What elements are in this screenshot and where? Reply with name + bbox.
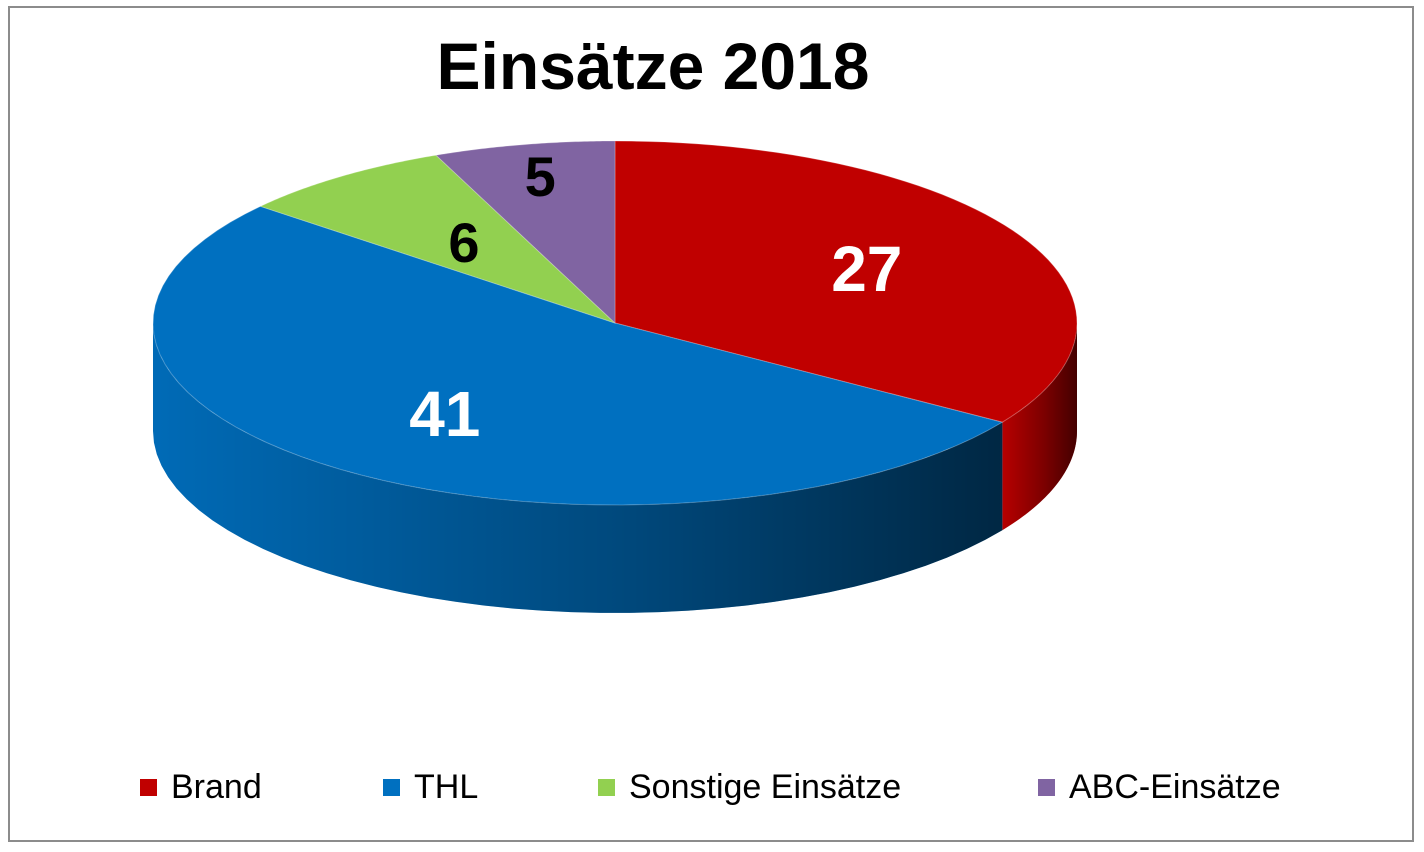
legend-item-thl: THL [383,768,478,807]
pie-slice-abc-einsätze [434,140,616,325]
pie-slice-sonstige-einsätze [259,154,616,324]
legend-label: ABC-Einsätze [1069,768,1281,806]
pie-side-shade-thl [153,323,1003,613]
legend-swatch [383,779,400,796]
legend-item-abc-einsätze: ABC-Einsätze [1038,768,1281,807]
pie-slice-thl [152,205,1004,506]
legend-label: THL [414,768,479,806]
legend-swatch [598,779,615,796]
pie-side-shade-brand [1002,323,1077,531]
legend-swatch [1038,779,1055,796]
data-label-brand: 27 [831,233,902,305]
legend: Brand THL Sonstige Einsätze ABC-Einsätze [0,768,1424,816]
legend-swatch [140,779,157,796]
chart-title: Einsätze 2018 [436,29,870,103]
data-label-sonstige-einsätze: 6 [448,211,479,274]
legend-label: Sonstige Einsätze [629,768,902,806]
legend-label: Brand [171,768,262,806]
data-label-thl: 41 [409,378,480,450]
legend-item-sonstige-einsätze: Sonstige Einsätze [598,768,901,807]
data-label-abc-einsätze: 5 [525,145,556,208]
legend-item-brand: Brand [140,768,262,807]
pie-slice-brand [614,140,1078,423]
